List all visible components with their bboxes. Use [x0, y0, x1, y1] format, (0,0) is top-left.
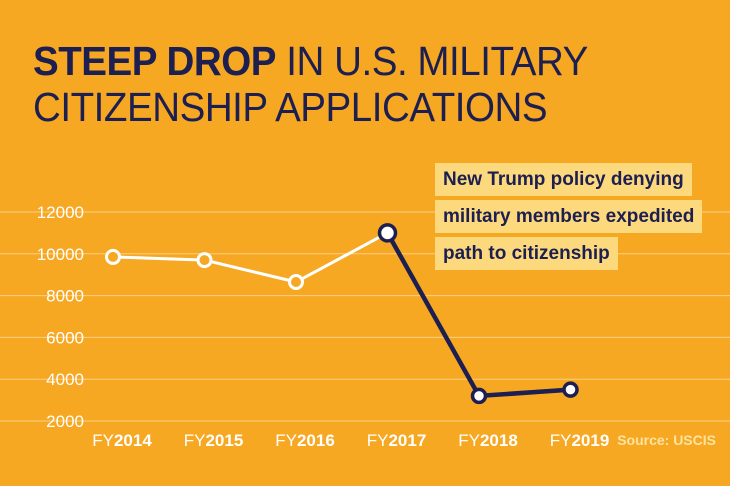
x-tick-prefix: FY	[184, 431, 206, 450]
x-tick-prefix: FY	[458, 431, 480, 450]
x-tick-label: FY2018	[458, 431, 518, 450]
policy-annotation: New Trump policy denying military member…	[435, 163, 703, 274]
title-highlight: STEEP DROP	[33, 38, 277, 84]
x-tick-label: FY2016	[275, 431, 335, 450]
data-point	[470, 387, 488, 405]
annotation-line-2: military members expedited	[435, 200, 703, 233]
y-tick-label: 10000	[37, 245, 84, 264]
x-tick-year: 2018	[480, 431, 518, 450]
x-tick-year: 2015	[205, 431, 243, 450]
y-tick-label: 12000	[37, 203, 84, 222]
x-tick-label: FY2014	[92, 431, 152, 450]
data-point	[562, 381, 579, 398]
x-tick-label: FY2017	[367, 431, 427, 450]
y-tick-label: 8000	[46, 287, 84, 306]
data-points	[105, 223, 579, 405]
x-axis-ticks: FY2014 FY2015 FY2016 FY2017 FY2018 FY2019	[92, 431, 609, 450]
y-tick-label: 4000	[46, 370, 84, 389]
x-tick-prefix: FY	[275, 431, 297, 450]
data-point	[288, 274, 304, 291]
x-tick-year: 2017	[388, 431, 426, 450]
x-tick-year: 2019	[571, 431, 609, 450]
y-tick-label: 2000	[46, 412, 84, 431]
data-point	[377, 223, 398, 243]
annotation-line-1: New Trump policy denying	[435, 163, 692, 196]
annotation-line-3: path to citizenship	[435, 237, 618, 270]
x-tick-prefix: FY	[550, 431, 572, 450]
source-note: Source: USCIS	[617, 432, 716, 448]
data-point	[196, 252, 213, 269]
y-axis-ticks: 2000 4000 6000 8000 10000 12000	[37, 203, 84, 431]
title-rest: IN U.S. MILITARY CITIZENSHIP APPLICATION…	[33, 38, 588, 130]
x-tick-label: FY2019	[550, 431, 610, 450]
x-tick-label: FY2015	[184, 431, 244, 450]
data-point	[105, 248, 121, 265]
x-tick-year: 2016	[297, 431, 335, 450]
x-tick-year: 2014	[114, 431, 152, 450]
series-line	[112, 231, 389, 284]
y-tick-label: 6000	[46, 328, 84, 347]
x-tick-prefix: FY	[92, 431, 114, 450]
chart-title: STEEP DROP IN U.S. MILITARY CITIZENSHIP …	[33, 38, 672, 130]
x-tick-prefix: FY	[367, 431, 389, 450]
